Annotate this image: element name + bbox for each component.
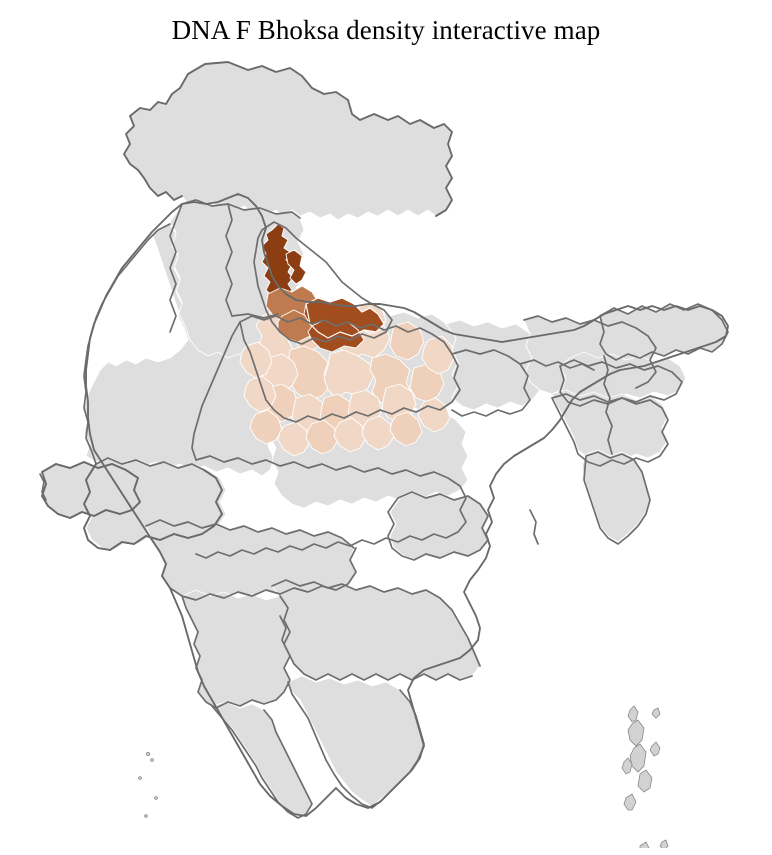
district-region[interactable] [389, 491, 491, 561]
country-border-layer [41, 193, 729, 817]
state-border-layer [41, 61, 729, 819]
andaman-nicobar-islands[interactable] [621, 705, 669, 848]
highlight-district[interactable] [305, 419, 339, 455]
india-choropleth-svg[interactable] [0, 58, 772, 848]
district-region[interactable] [551, 389, 669, 463]
highlight-district[interactable] [277, 421, 311, 457]
highlight-district[interactable] [361, 415, 395, 451]
highlight-district[interactable] [249, 409, 283, 445]
district-region[interactable] [123, 61, 453, 221]
highlight-district[interactable] [277, 309, 315, 343]
district-region[interactable] [445, 319, 541, 411]
highlight-district[interactable] [333, 417, 367, 453]
highlight-high-density-layer[interactable] [261, 223, 385, 353]
highlight-outline [305, 297, 385, 339]
page-title: DNA F Bhoksa density interactive map [171, 15, 601, 45]
lakshadweep-islands[interactable] [138, 752, 164, 848]
map-canvas[interactable] [0, 58, 772, 848]
highlight-district[interactable] [389, 411, 423, 447]
highlight-district[interactable] [389, 321, 425, 361]
district-region[interactable] [211, 701, 313, 819]
highlight-district[interactable] [285, 249, 307, 285]
coastal-accent-layer [39, 473, 539, 545]
district-region[interactable] [271, 579, 481, 681]
